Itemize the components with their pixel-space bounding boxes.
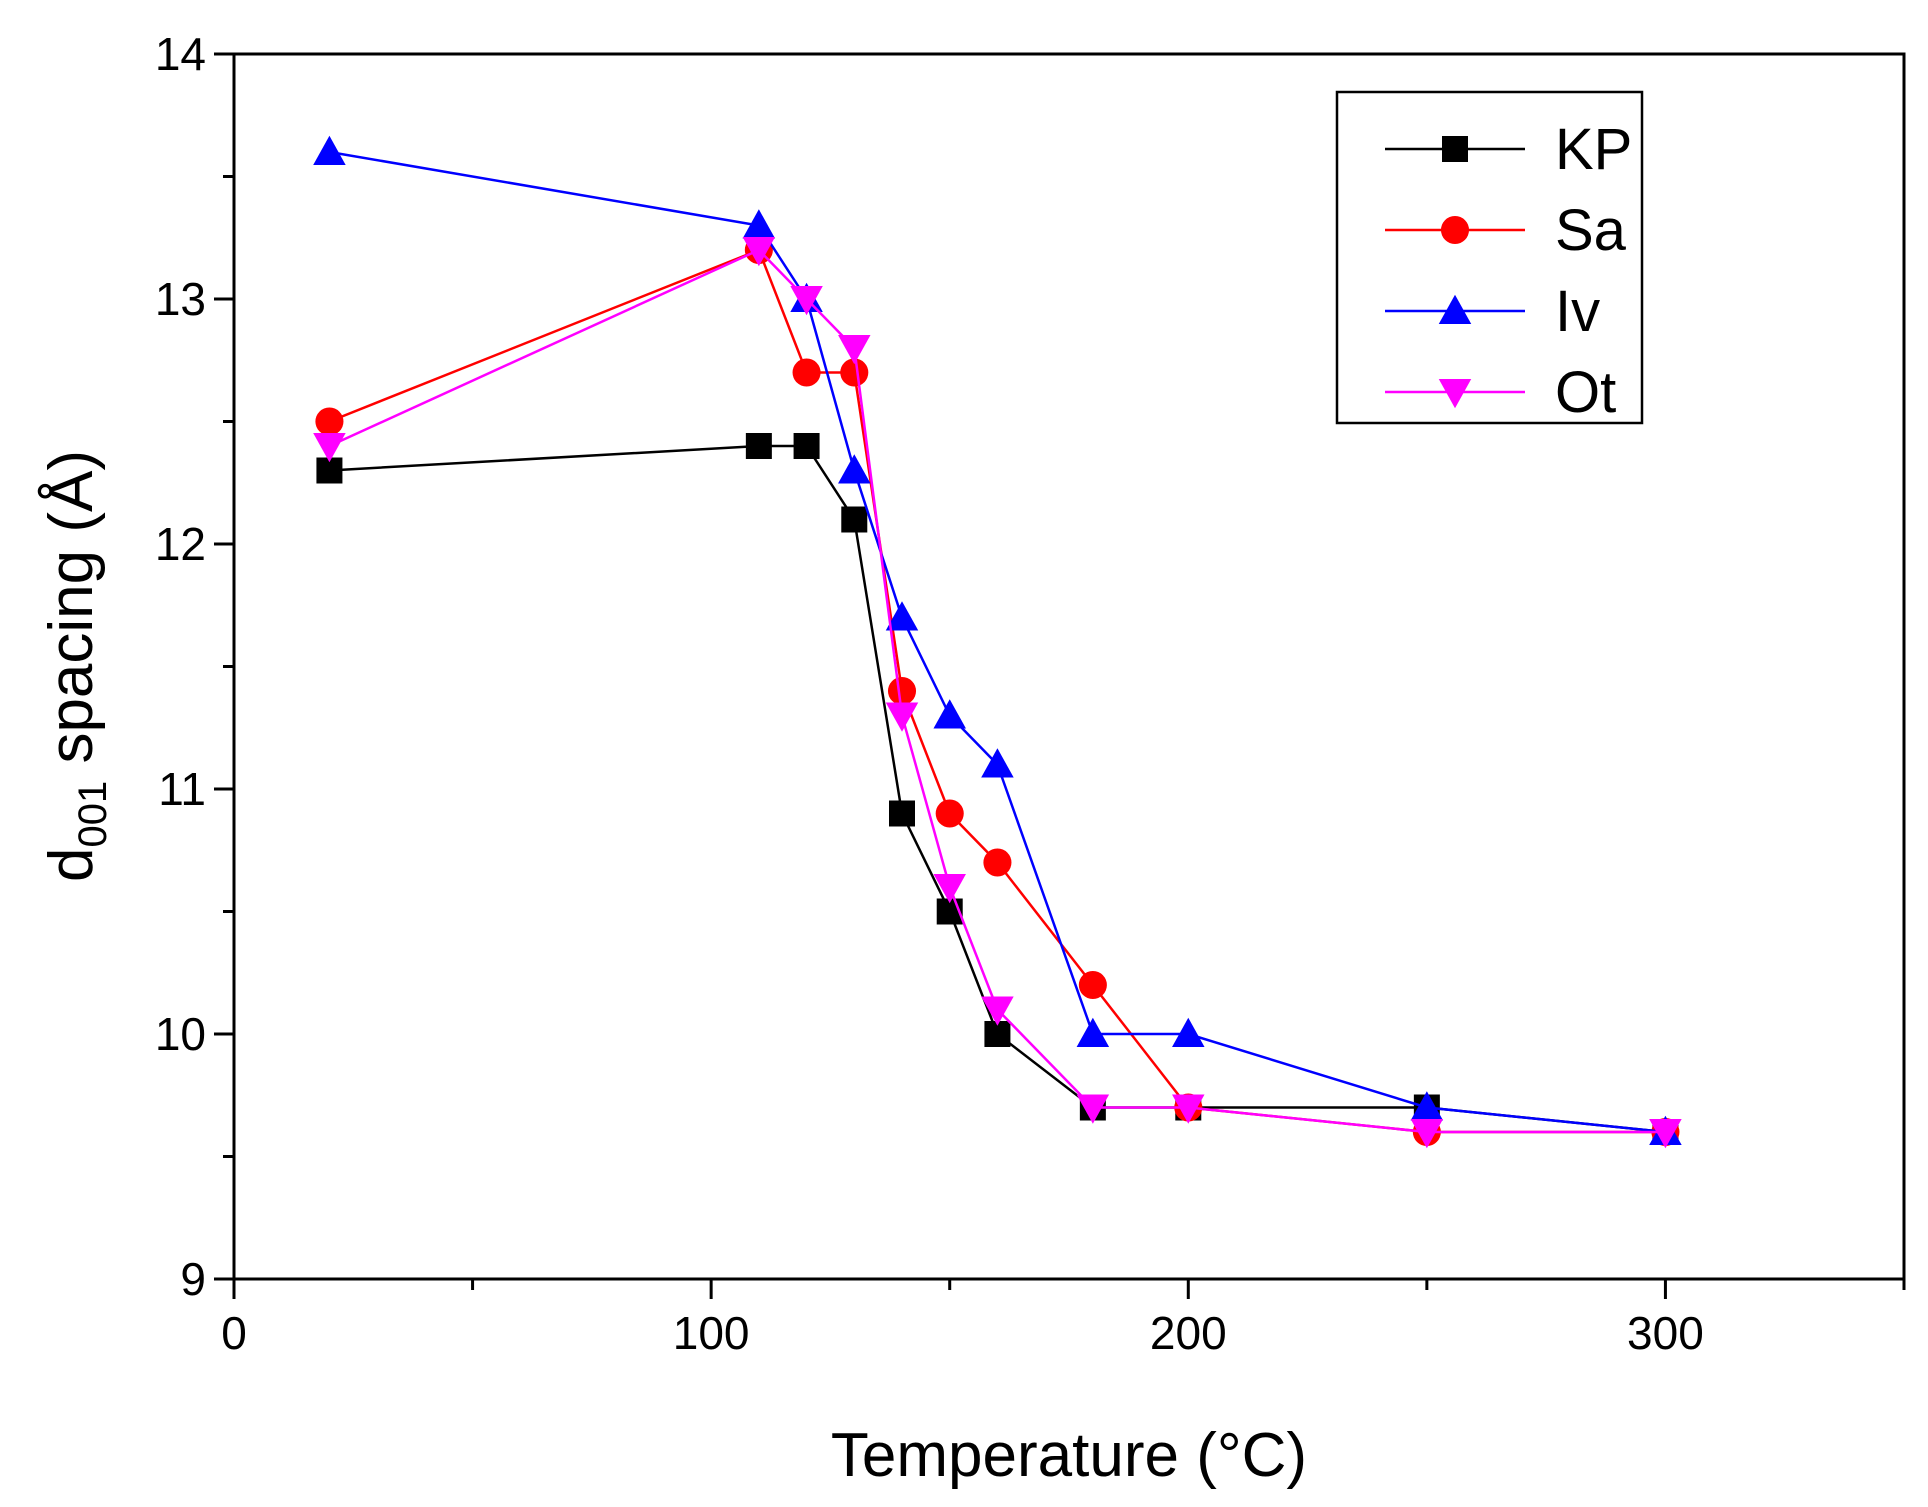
data-point-ot — [1076, 1094, 1110, 1124]
data-point-ot — [885, 702, 919, 732]
data-point-iv — [1172, 1017, 1205, 1047]
x-tick-label: 0 — [221, 1307, 247, 1359]
series-layer — [313, 135, 1682, 1149]
data-point-iv — [981, 748, 1014, 778]
y-tick-label: 13 — [155, 273, 206, 325]
data-point-kp — [841, 506, 868, 533]
data-point-sa — [1078, 970, 1107, 1000]
legend-marker-ot — [1438, 379, 1472, 409]
y-tick-label: 14 — [155, 28, 206, 80]
legend: KP Sa Iv Ot — [1335, 90, 1644, 425]
y-tick-label: 9 — [180, 1253, 206, 1305]
data-point-kp — [745, 433, 772, 459]
legend-item-ot: Ot — [1385, 360, 1616, 425]
data-point-iv — [838, 454, 871, 484]
data-point-sa — [983, 848, 1012, 877]
legend-marker-sa — [1440, 215, 1470, 245]
y-tick-label: 11 — [158, 763, 206, 815]
data-point-ot — [1172, 1094, 1205, 1124]
x-tick-label: 300 — [1627, 1307, 1704, 1359]
legend-item-sa: Sa — [1385, 198, 1627, 263]
series-ot — [313, 237, 1682, 1149]
series-iv — [313, 135, 1682, 1145]
data-point-sa — [935, 799, 964, 828]
legend-label-ot: Ot — [1555, 360, 1616, 425]
data-point-iv — [1076, 1017, 1110, 1047]
legend-label-sa: Sa — [1555, 198, 1627, 263]
legend-box — [1335, 90, 1644, 425]
data-point-sa — [792, 358, 821, 387]
data-point-ot — [313, 433, 346, 463]
data-point-sa — [840, 358, 869, 387]
y-axis-title-rest: spacing (Å) — [37, 450, 106, 781]
data-point-kp — [793, 433, 820, 459]
data-point-sa — [887, 676, 917, 706]
y-axis-title-main: d — [37, 848, 106, 882]
data-point-ot — [1410, 1119, 1444, 1149]
x-tick-label: 100 — [673, 1307, 750, 1359]
data-point-sa — [315, 407, 344, 436]
legend-item-kp: KP — [1385, 117, 1632, 182]
legend-label-kp: KP — [1555, 117, 1632, 182]
data-point-kp — [889, 800, 915, 827]
legend-label-iv: Iv — [1555, 279, 1600, 344]
data-point-ot — [1649, 1119, 1682, 1149]
data-point-iv — [1410, 1091, 1444, 1121]
y-tick-label: 12 — [155, 518, 206, 570]
data-point-ot — [742, 237, 776, 267]
plot-frame — [232, 52, 1906, 1281]
x-tick-label: 200 — [1150, 1307, 1227, 1359]
legend-marker-kp — [1442, 136, 1468, 162]
data-point-iv — [742, 209, 776, 239]
x-axis-title: Temperature (°C) — [831, 1421, 1307, 1490]
y-axis-title: d001 spacing (Å) — [37, 450, 115, 882]
legend-item-iv: Iv — [1385, 279, 1600, 344]
y-tick-label: 10 — [155, 1008, 206, 1060]
y-axis-title-subscript: 001 — [71, 781, 115, 848]
data-point-iv — [313, 135, 346, 165]
legend-marker-iv — [1438, 294, 1472, 324]
data-point-ot — [838, 335, 871, 365]
series-kp — [316, 433, 1679, 1145]
data-point-ot — [790, 286, 823, 316]
data-point-ot — [933, 874, 966, 904]
data-point-iv — [933, 699, 966, 729]
data-point-iv — [885, 601, 919, 631]
axis-ticks: 0 100 200 300 9 10 11 12 13 14 — [155, 28, 1906, 1359]
data-point-ot — [981, 996, 1014, 1026]
